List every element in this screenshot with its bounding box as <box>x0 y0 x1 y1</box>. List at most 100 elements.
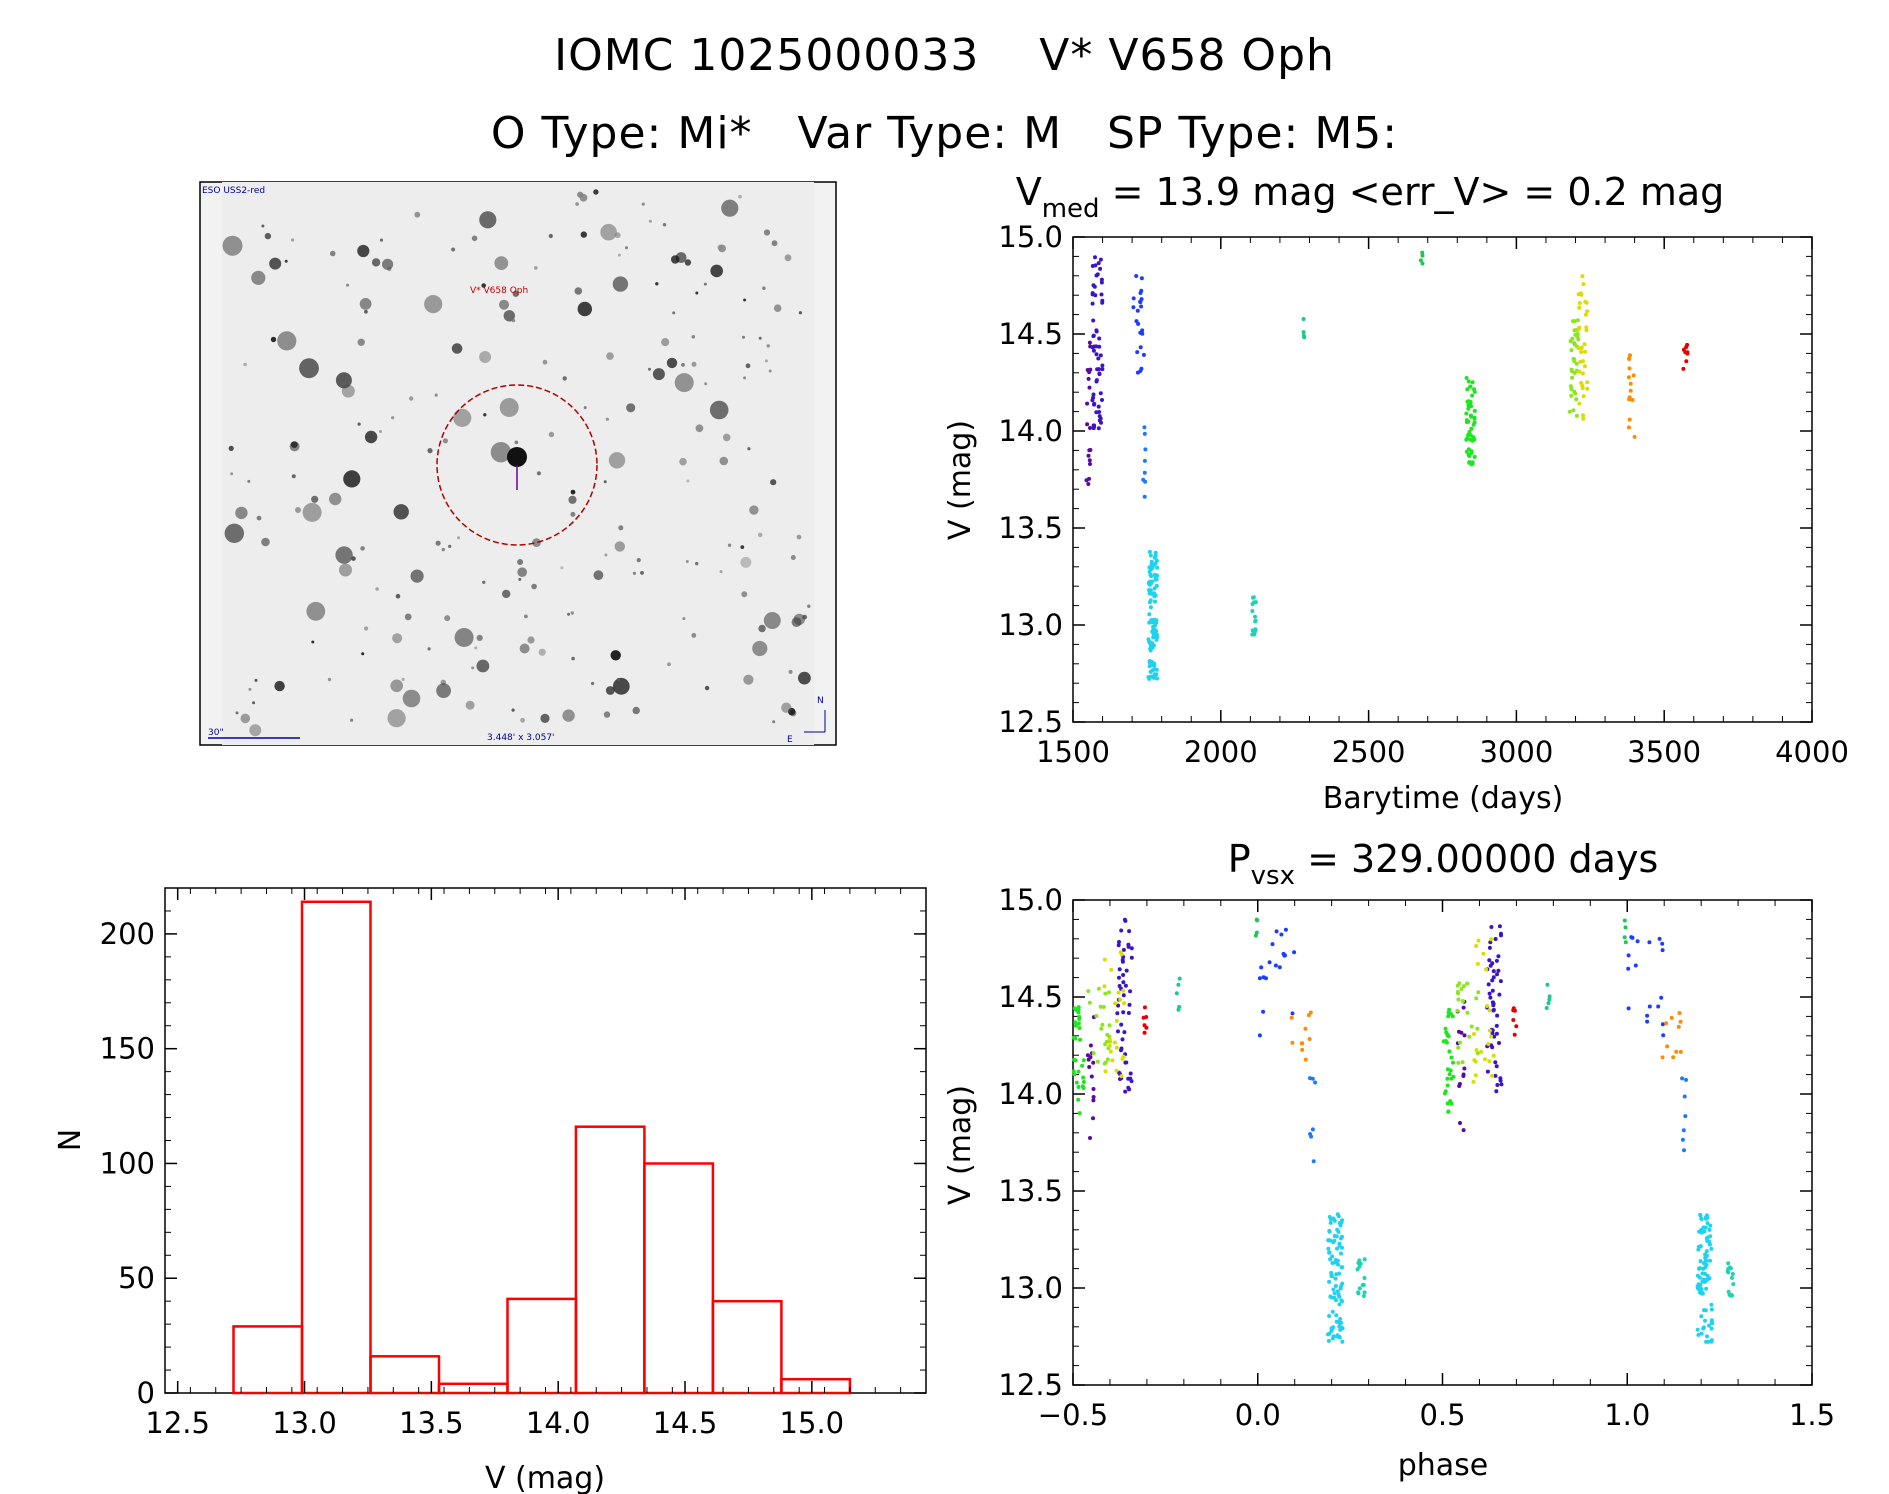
lightcurve-point <box>1099 277 1104 282</box>
lightcurve-point <box>1571 356 1576 361</box>
finder-star <box>743 298 747 302</box>
phased-point <box>1273 963 1278 968</box>
finder-star <box>379 430 382 433</box>
lightcurve-point <box>1632 434 1637 439</box>
phased-point <box>1279 932 1284 937</box>
phased-point <box>1709 1326 1714 1331</box>
phased-point <box>1494 1064 1499 1069</box>
lightcurve-point <box>1584 325 1589 330</box>
lightcurve-point <box>1466 399 1471 404</box>
finder-star <box>632 571 637 575</box>
finder-star <box>719 456 729 466</box>
phased-point <box>1340 1281 1345 1286</box>
phased-point <box>1334 1272 1339 1277</box>
east-label: E <box>787 735 793 745</box>
lightcurve-point <box>1099 292 1104 297</box>
phased-point <box>1338 1327 1343 1332</box>
phased-point <box>1626 953 1631 958</box>
finder-star <box>648 219 652 223</box>
phased-point <box>1456 997 1461 1002</box>
finder-star <box>359 298 372 310</box>
phased-point <box>1444 1040 1449 1045</box>
finder-star <box>788 669 793 674</box>
phased-point <box>1461 1128 1466 1133</box>
lightcurve-point <box>1147 569 1152 574</box>
phased-point <box>1709 1318 1714 1323</box>
phased-point <box>1328 1257 1333 1262</box>
phased-point <box>1117 984 1122 988</box>
histogram-ytick-label: 0 <box>137 1376 155 1410</box>
phased-point <box>1444 1030 1449 1035</box>
lightcurve-point <box>1142 470 1147 475</box>
phased-point <box>1300 1041 1305 1046</box>
phased-point <box>1261 1009 1266 1014</box>
lightcurve-point <box>1091 283 1096 288</box>
finder-star <box>252 701 256 705</box>
lightcurve-point <box>1627 356 1632 361</box>
lightcurve-point <box>1100 367 1105 372</box>
histogram-ytick-label: 50 <box>118 1261 155 1295</box>
phased-point <box>1103 1069 1108 1074</box>
finder-star <box>434 393 438 397</box>
lightcurve-point <box>1097 344 1102 349</box>
phased-point <box>1622 918 1627 923</box>
target-star <box>507 447 527 467</box>
finder-star <box>603 480 607 484</box>
lightcurve-point <box>1152 562 1157 567</box>
phased-point <box>1635 939 1640 944</box>
lightcurve-point <box>1141 352 1146 357</box>
lightcurve-point <box>1627 366 1632 371</box>
finder-star <box>661 338 670 347</box>
phased-point <box>1327 1215 1332 1219</box>
lightcurve-point <box>1684 359 1689 364</box>
lightcurve-point <box>1301 333 1306 338</box>
phased-point <box>1102 984 1107 989</box>
lightcurve-point <box>1149 574 1154 579</box>
finder-star <box>798 311 803 315</box>
finder-star <box>435 540 441 546</box>
finder-star <box>603 711 611 718</box>
finder-star <box>763 229 771 236</box>
finder-star <box>745 363 751 369</box>
finder-star <box>481 283 487 288</box>
phased-point <box>1089 1074 1094 1079</box>
phased-point <box>1336 1229 1341 1234</box>
phased-point <box>1445 1076 1450 1081</box>
phased-point <box>1704 1213 1709 1218</box>
lightcurve-point <box>1086 453 1091 458</box>
phased-point <box>1647 1004 1652 1009</box>
phased-point <box>1335 1334 1339 1339</box>
phased-point <box>1123 983 1128 988</box>
lightcurve-point <box>1577 401 1582 406</box>
histogram-xlabel: V (mag) <box>485 1461 605 1494</box>
lightcurve-point <box>1464 376 1469 380</box>
lightcurve-point <box>1100 363 1105 368</box>
phased-point <box>1704 1249 1709 1254</box>
finder-star <box>375 587 379 591</box>
phased-point <box>1096 986 1101 991</box>
phased-point <box>1498 979 1503 984</box>
phased-point <box>1695 1273 1700 1278</box>
phased-point <box>1707 1323 1711 1328</box>
finder-star <box>404 613 412 621</box>
lightcurve-point <box>1085 401 1090 406</box>
phased-point <box>1487 991 1492 996</box>
phased-point <box>1704 1339 1709 1344</box>
phased-point <box>1445 1083 1450 1088</box>
finder-star <box>235 506 248 520</box>
finder-star <box>709 400 729 420</box>
phased-point <box>1116 1029 1120 1034</box>
finder-star <box>494 256 509 270</box>
lightcurve-points <box>1084 250 1690 681</box>
phased-point <box>1076 1085 1081 1089</box>
lightcurve-ytick-label: 14.5 <box>998 317 1063 351</box>
phased-point <box>1730 1272 1735 1276</box>
phased-point <box>1119 1074 1124 1079</box>
finder-star <box>350 718 354 722</box>
lightcurve-point <box>1086 376 1091 381</box>
phased-point <box>1448 1099 1453 1104</box>
lightcurve-point <box>1098 353 1103 358</box>
lightcurve-point <box>1091 318 1096 323</box>
phased-point <box>1332 1291 1337 1296</box>
lightcurve-point <box>1139 304 1144 309</box>
